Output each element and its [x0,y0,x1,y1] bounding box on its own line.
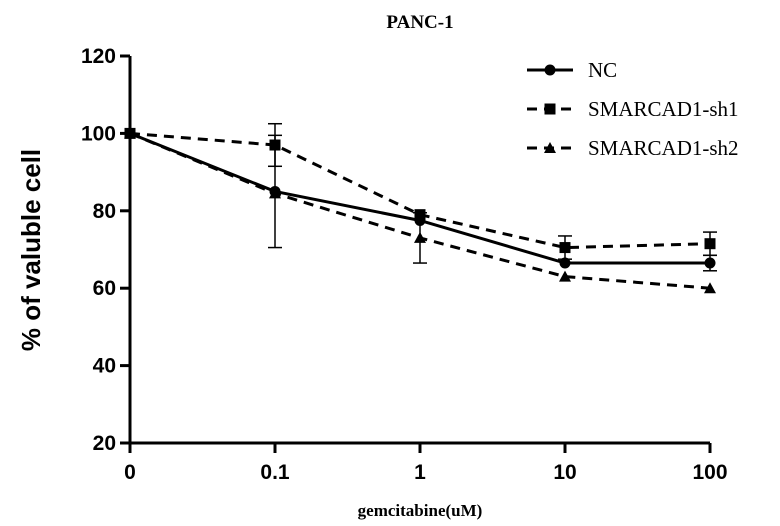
legend-marker-nc [544,64,556,76]
legend-marker-smarcad1-sh1 [544,103,556,115]
data-point-smarcad1-sh1 [414,209,426,221]
axis-ticks: 20 40 60 80 100 120 0 0.1 1 10 100 [81,45,728,484]
data-point-nc [559,257,571,269]
legend-label-nc: NC [588,58,617,82]
y-tick-label: 40 [93,355,116,378]
data-point-smarcad1-sh2 [704,282,716,294]
legend-label-smarcad1-sh2: SMARCAD1-sh2 [588,136,739,160]
y-tick-label: 20 [93,432,116,455]
data-point-smarcad1-sh1 [704,238,716,250]
y-tick-label: 120 [81,45,116,68]
x-tick-label: 0.1 [260,461,290,484]
y-tick-label: 80 [93,200,116,223]
chart-title: PANC-1 [386,12,453,33]
y-tick-label: 100 [81,122,116,145]
x-tick-label: 100 [692,461,727,484]
x-tick-label: 10 [553,461,576,484]
x-tick-label: 1 [414,461,426,484]
data-point-smarcad1-sh2 [414,231,426,243]
data-point-smarcad1-sh1 [559,242,571,254]
data-point-smarcad1-sh2 [124,127,136,139]
y-tick-label: 60 [93,277,116,300]
legend-label-smarcad1-sh1: SMARCAD1-sh1 [588,97,739,121]
x-axis-label: gemcitabine(uM) [358,501,483,520]
series-group [124,127,716,294]
data-point-smarcad1-sh2 [269,187,281,199]
data-point-nc [704,257,716,269]
y-axis-label: % of valuble cell [16,149,46,351]
legend: NC SMARCAD1-sh1 SMARCAD1-sh2 [527,58,739,160]
legend-marker-smarcad1-sh2 [544,142,556,153]
data-point-smarcad1-sh1 [269,139,281,151]
data-point-smarcad1-sh2 [559,270,571,282]
x-tick-label: 0 [124,461,136,484]
